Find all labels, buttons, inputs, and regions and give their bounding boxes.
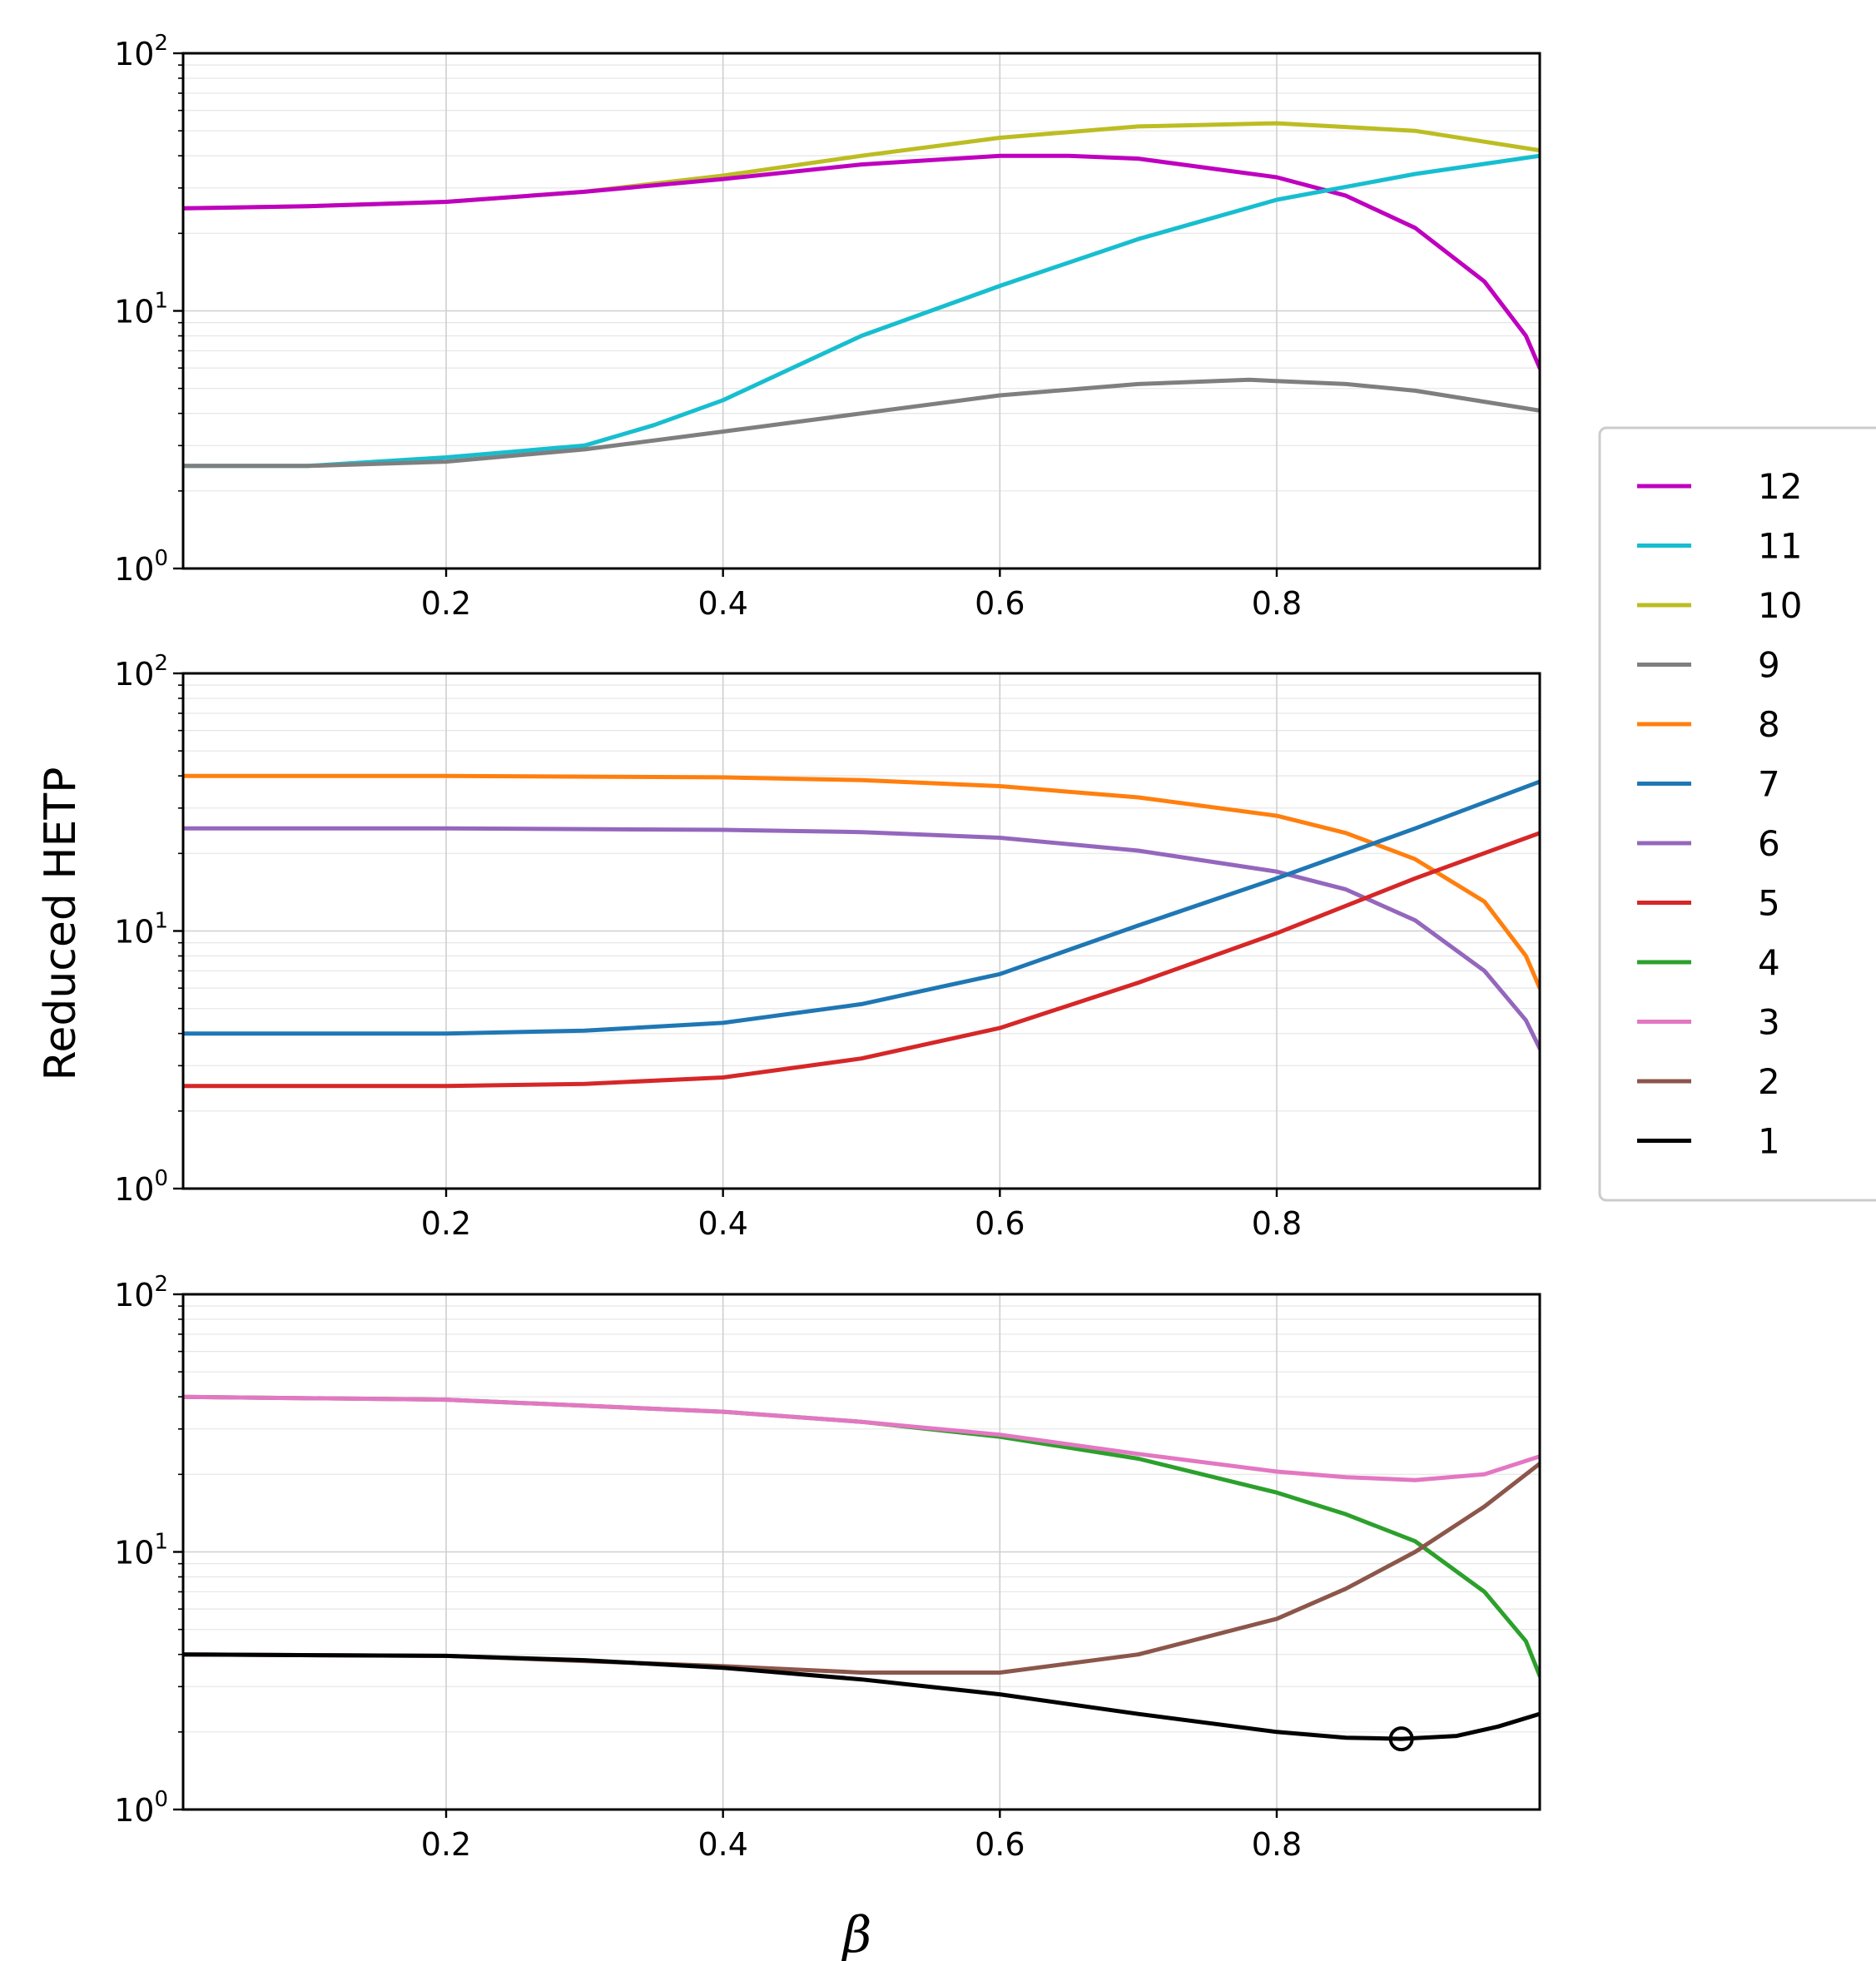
x-tick-label: 0.6 xyxy=(975,1826,1025,1863)
series-line-8 xyxy=(183,773,1540,990)
series-line-11 xyxy=(183,153,1540,469)
y-tick-label: 100 xyxy=(114,1166,168,1208)
x-tick-label: 0.6 xyxy=(975,585,1025,622)
series-group xyxy=(183,121,1540,469)
panel-3: 0.2 0.4 0.6 0.8 100 101 102 xyxy=(114,1272,1541,1863)
x-tick-label: 0.8 xyxy=(1252,1205,1302,1242)
series-line-3 xyxy=(183,1394,1540,1482)
x-tick-label: 0.2 xyxy=(421,1826,471,1863)
y-tick-label: 101 xyxy=(114,1530,168,1571)
y-axis-label: Reduced HETP xyxy=(36,767,86,1081)
legend: 12 11 10 9 8 7 6 5 4 3 2 1 xyxy=(1598,426,1876,1202)
y-tick-label: 102 xyxy=(114,31,168,72)
grid xyxy=(183,1294,1540,1810)
y-tick-label: 101 xyxy=(114,289,168,330)
legend-label-8: 8 xyxy=(1758,704,1780,745)
series-group xyxy=(183,773,1540,1089)
legend-label-4: 4 xyxy=(1758,942,1780,983)
series-line-12 xyxy=(183,153,1540,370)
x-tick-label: 0.4 xyxy=(697,585,747,622)
x-tick-label: 0.8 xyxy=(1252,585,1302,622)
x-tick-label: 0.2 xyxy=(421,585,471,622)
x-tick-label: 0.2 xyxy=(421,1205,471,1242)
legend-label-2: 2 xyxy=(1758,1061,1780,1102)
series-line-4 xyxy=(183,1394,1540,1678)
chart-panels: 0.2 0.4 0.6 0.8 100 101 102 0.2 0.4 0.6 0.8 100 101 1… xyxy=(114,31,1541,1863)
legend-label-3: 3 xyxy=(1758,1002,1780,1043)
series-line-1 xyxy=(183,1652,1540,1741)
y-tick-label: 100 xyxy=(114,546,168,588)
legend-label-12: 12 xyxy=(1758,466,1802,507)
legend-frame xyxy=(1598,426,1876,1202)
x-axis-label: β xyxy=(841,1906,872,1961)
y-tick-label: 102 xyxy=(114,651,168,693)
legend-label-6: 6 xyxy=(1758,823,1780,864)
series-line-9 xyxy=(183,377,1540,469)
series-group xyxy=(183,1394,1540,1741)
panel-2: 0.2 0.4 0.6 0.8 100 101 102 xyxy=(114,651,1541,1242)
legend-label-7: 7 xyxy=(1758,764,1780,805)
y-tick-label: 102 xyxy=(114,1272,168,1313)
legend-label-9: 9 xyxy=(1758,645,1780,686)
x-tick-label: 0.6 xyxy=(975,1205,1025,1242)
series-line-5 xyxy=(183,831,1540,1089)
series-line-6 xyxy=(183,826,1540,1051)
legend-label-1: 1 xyxy=(1758,1121,1780,1162)
legend-label-5: 5 xyxy=(1758,883,1780,924)
series-line-2 xyxy=(183,1462,1540,1675)
grid xyxy=(183,53,1540,568)
series-line-7 xyxy=(183,779,1540,1036)
legend-label-11: 11 xyxy=(1758,526,1802,567)
x-tick-label: 0.4 xyxy=(697,1205,747,1242)
x-tick-label: 0.4 xyxy=(697,1826,747,1863)
optimum-marker xyxy=(1388,1726,1414,1752)
x-tick-label: 0.8 xyxy=(1252,1826,1302,1863)
grid xyxy=(183,673,1540,1189)
panel-1: 0.2 0.4 0.6 0.8 100 101 102 xyxy=(114,31,1541,622)
y-tick-label: 101 xyxy=(114,909,168,951)
legend-label-10: 10 xyxy=(1758,585,1802,626)
y-tick-label: 100 xyxy=(114,1787,168,1829)
